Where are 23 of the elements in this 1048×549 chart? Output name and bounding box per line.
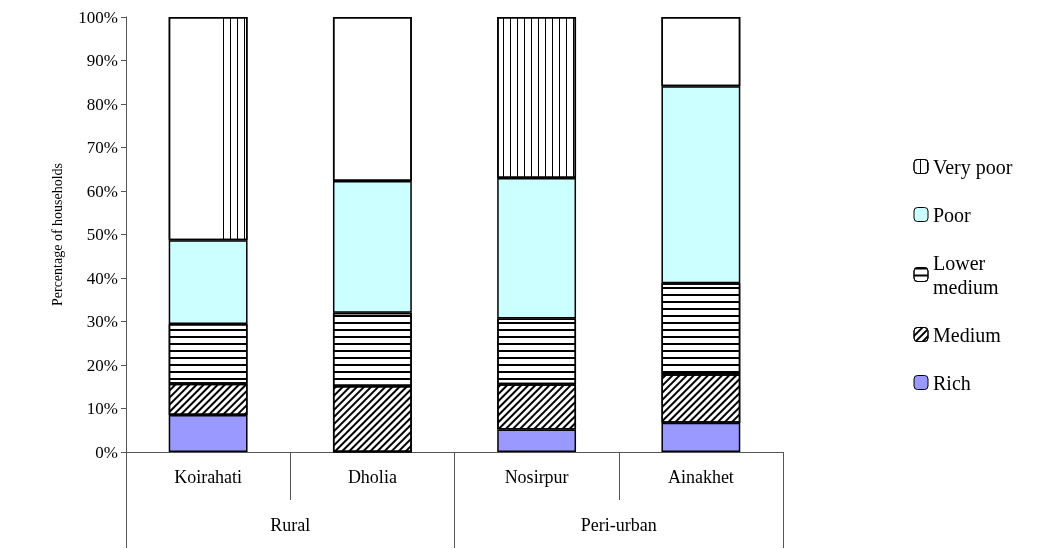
y-tick-label: 0% — [95, 442, 118, 462]
x-tick-label: Ainakhet — [667, 467, 734, 487]
legend-label: Very poor — [933, 155, 1013, 179]
y-tick-label: 70% — [86, 138, 118, 157]
y-tick-label: 60% — [86, 181, 118, 201]
y-tick-label: 90% — [86, 51, 118, 70]
legend-label: Medium — [933, 323, 1002, 346]
text: Peri-urban — [580, 515, 657, 535]
y-tick-label: 100% — [78, 7, 118, 27]
x-tick-label: Nosirpur — [504, 467, 569, 487]
legend-label: Poor — [933, 203, 972, 226]
text: Rural — [270, 515, 311, 535]
legend-label: Rich — [933, 371, 971, 394]
y-tick-label: 30% — [86, 312, 118, 331]
x-tick-label: Dholia — [347, 467, 397, 487]
x-tick-label: Koirahati — [174, 467, 243, 487]
y-tick-label: 80% — [86, 94, 118, 114]
y-tick-label: 20% — [86, 355, 118, 375]
legend-label: Lower medium — [933, 251, 999, 298]
y-axis-title: Percentage of households — [49, 162, 65, 307]
y-tick-label: 50% — [86, 225, 118, 244]
y-tick-label: 40% — [86, 268, 118, 288]
y-tick-label: 10% — [86, 399, 118, 418]
